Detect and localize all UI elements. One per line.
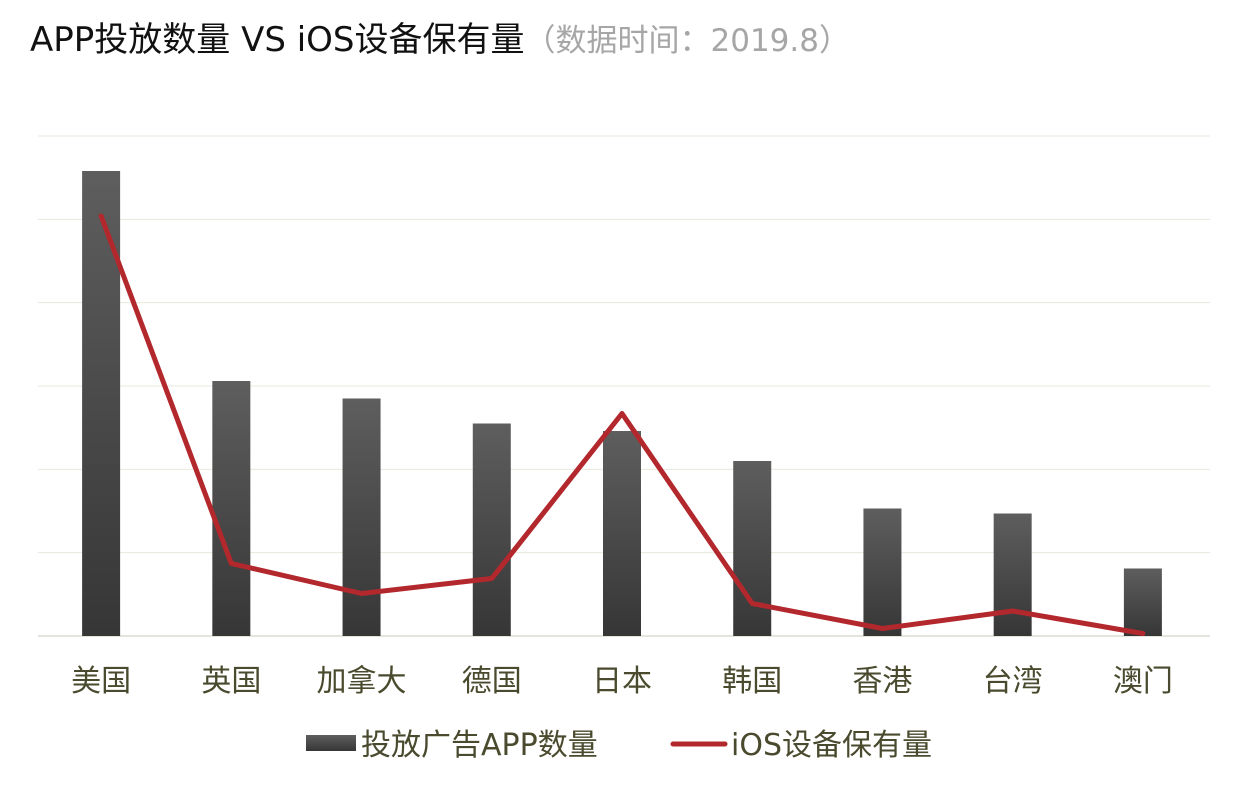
chart-title-main: APP投放数量 VS iOS设备保有量 xyxy=(30,20,525,60)
category-labels: 美国 英国 加拿大 德国 日本 韩国 香港 台湾 澳门 xyxy=(71,664,1173,699)
bar-德国 xyxy=(472,423,511,636)
line-point-加拿大 xyxy=(361,593,363,594)
category-label-香港: 香港 xyxy=(852,664,912,699)
line-point-美国 xyxy=(100,215,102,217)
legend-bar-label: 投放广告APP数量 xyxy=(361,728,598,763)
bar-加拿大 xyxy=(342,398,381,636)
bar-香港 xyxy=(863,508,902,636)
line-point-德国 xyxy=(491,578,493,579)
category-label-美国: 美国 xyxy=(71,664,131,699)
line-point-日本 xyxy=(621,413,623,414)
bar-英国 xyxy=(212,381,251,636)
bar-澳门 xyxy=(1123,568,1162,636)
legend-line-label: iOS设备保有量 xyxy=(731,728,932,763)
bar-韩国 xyxy=(733,461,772,636)
line-point-台湾 xyxy=(1012,610,1014,612)
line-point-澳门 xyxy=(1142,633,1144,634)
legend: 投放广告APP数量 iOS设备保有量 xyxy=(306,728,932,763)
chart-subtitle: （数据时间：2019.8） xyxy=(524,23,850,59)
category-label-英国: 英国 xyxy=(201,664,261,699)
category-label-德国: 德国 xyxy=(462,664,522,699)
line-point-英国 xyxy=(230,563,232,564)
bar-日本 xyxy=(603,431,641,636)
line-point-韩国 xyxy=(751,603,753,604)
bar-美国 xyxy=(82,171,121,636)
bar-台湾 xyxy=(993,513,1032,636)
chart-title: APP投放数量 VS iOS设备保有量（数据时间：2019.8） xyxy=(30,18,850,63)
legend-bar-swatch xyxy=(306,735,356,751)
category-label-澳门: 澳门 xyxy=(1113,664,1173,699)
category-label-韩国: 韩国 xyxy=(722,664,782,699)
line-point-香港 xyxy=(881,628,883,629)
bar-series xyxy=(82,171,1162,636)
category-label-加拿大: 加拿大 xyxy=(317,664,407,699)
category-label-台湾: 台湾 xyxy=(983,664,1043,699)
line-series xyxy=(98,213,1146,636)
category-label-日本: 日本 xyxy=(592,664,652,699)
